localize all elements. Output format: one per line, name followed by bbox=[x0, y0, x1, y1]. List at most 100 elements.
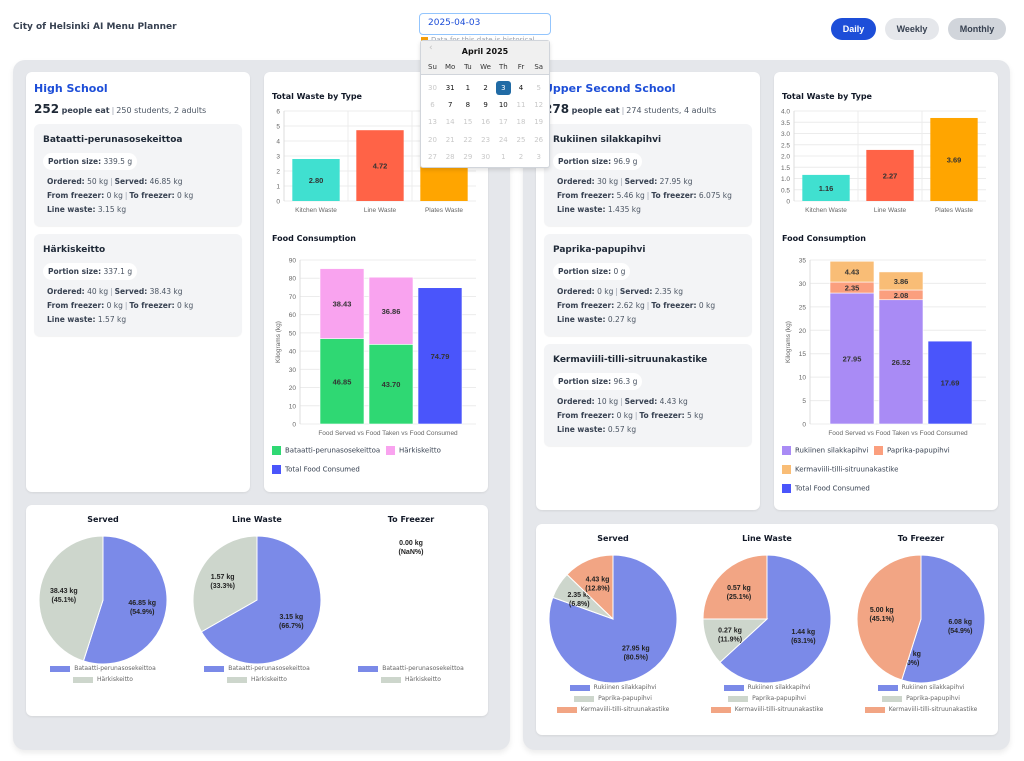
date-picker-day-selected[interactable]: 3 bbox=[495, 81, 511, 95]
separator: | bbox=[634, 411, 638, 420]
bar-value-label: 2.35 bbox=[845, 284, 860, 293]
pie-value-label: 38.43 kg bbox=[50, 588, 78, 595]
pie-value-label: 3.15 kg bbox=[279, 614, 303, 621]
pie-value-label: 1.57 kg bbox=[211, 574, 235, 581]
y-tick-label: 5 bbox=[276, 124, 280, 131]
date-picker-day[interactable]: 2 bbox=[483, 84, 488, 92]
date-picker-day[interactable]: 31 bbox=[445, 84, 455, 92]
portion-size-value: 96.3 g bbox=[613, 377, 638, 386]
legend-item[interactable]: Total Food Consumed bbox=[272, 465, 360, 474]
period-daily-button[interactable]: Daily bbox=[831, 18, 876, 40]
date-picker-day[interactable]: 8 bbox=[465, 101, 471, 110]
date-picker-day[interactable]: 4 bbox=[518, 84, 524, 92]
y-tick-label: 30 bbox=[289, 367, 297, 374]
y-tick-label: 4 bbox=[276, 139, 280, 146]
legend-swatch bbox=[728, 695, 749, 702]
y-tick-label: 10 bbox=[289, 403, 297, 410]
pie-legend-item[interactable]: Paprika-papupihvi bbox=[536, 695, 690, 702]
previous-month-icon[interactable]: ‹ bbox=[429, 43, 433, 53]
chart-title: Total Waste by Type bbox=[272, 92, 362, 101]
people-count-row: 252 people eat | 250 students, 2 adults bbox=[34, 102, 206, 116]
legend-label: Paprika-papupihvi bbox=[752, 695, 806, 702]
pie-legend-item[interactable]: Paprika-papupihvi bbox=[690, 695, 844, 702]
date-picker-day[interactable]: 1 bbox=[465, 84, 471, 92]
pie-chart: 1.44 kg (63.1%) 0.27 kg (11.9%) 0.57 kg (25.1… bbox=[702, 554, 832, 684]
y-tick-label: 80 bbox=[289, 276, 297, 283]
pie-legend-item[interactable]: Härkiskeitto bbox=[26, 676, 180, 683]
school-name: High School bbox=[34, 82, 108, 95]
y-tick-label: 0 bbox=[292, 422, 296, 429]
pie-legend-item[interactable]: Rukiinen silakkapihvi bbox=[690, 684, 844, 691]
legend-item[interactable]: Bataatti-perunasosekeittoa bbox=[272, 446, 380, 455]
date-picker-day[interactable]: 7 bbox=[447, 101, 453, 110]
app-title: City of Helsinki AI Menu Planner bbox=[13, 22, 177, 32]
people-eat-label: people eat bbox=[571, 106, 620, 115]
pie-legend-item[interactable]: Bataatti-perunasosekeittoa bbox=[26, 665, 180, 672]
date-picker-day[interactable]: 10 bbox=[498, 101, 508, 110]
legend-item[interactable]: Paprika-papupihvi bbox=[874, 446, 950, 455]
pie-chart: 3.15 kg (66.7%) 1.57 kg (33.3%) bbox=[192, 535, 322, 665]
pie-legend-item[interactable]: Bataatti-perunasosekeittoa bbox=[334, 665, 488, 672]
dish-name: Kermaviili-tilli-sitruunakastike bbox=[553, 355, 708, 365]
y-tick-label: 0.5 bbox=[781, 187, 790, 194]
dish-stat-row: From freezer: 5.46 kg | To freezer: 6.075 … bbox=[557, 191, 732, 200]
pie-legend-item[interactable]: Kermaviili-tilli-sitruunakastike bbox=[690, 706, 844, 713]
date-input[interactable]: 2025-04-03 bbox=[419, 13, 551, 35]
legend-label: Bataatti-perunasosekeittoa bbox=[74, 665, 156, 672]
pie-chart-title: Served bbox=[87, 515, 119, 524]
pie-legend-item[interactable]: Kermaviili-tilli-sitruunakastike bbox=[844, 706, 998, 713]
from-freezer-label: From freezer: bbox=[47, 191, 105, 200]
date-picker-day: 30 bbox=[481, 152, 491, 161]
pie-legend-item[interactable]: Rukiinen silakkapihvi bbox=[844, 684, 998, 691]
ordered-value: 10 kg bbox=[597, 397, 619, 406]
waste-bar-chart: 0 0.5 1.0 1.5 2.0 2.5 3.0 3.5 4.0 1.16 Kitchen Was… bbox=[781, 109, 986, 214]
pie-legend-item[interactable]: Paprika-papupihvi bbox=[844, 695, 998, 702]
separator: | bbox=[620, 397, 623, 406]
line-waste-value: 1.435 kg bbox=[607, 205, 641, 214]
y-tick-label: 35 bbox=[799, 258, 807, 265]
dish-stat-row: Ordered: 0 kg | Served: 2.35 kg bbox=[557, 287, 683, 296]
pie-percent-label: (54.9%) bbox=[948, 628, 973, 635]
bar-value-label: 43.70 bbox=[382, 380, 401, 389]
date-picker-day: 22 bbox=[463, 135, 473, 144]
date-picker-day[interactable]: 9 bbox=[483, 101, 488, 110]
chart-title: Food Consumption bbox=[272, 234, 356, 243]
pie-legend-item[interactable]: Rukiinen silakkapihvi bbox=[536, 684, 690, 691]
legend-swatch bbox=[723, 684, 744, 691]
pie-chart: 0.00 kg (NaN%) bbox=[399, 540, 424, 556]
pie-legend-item[interactable]: Härkiskeitto bbox=[334, 676, 488, 683]
line-waste-label: Line waste: bbox=[47, 205, 96, 214]
legend-item[interactable]: Härkiskeitto bbox=[386, 446, 441, 455]
pie-value-label: 0.00 kg bbox=[399, 540, 423, 547]
legend-swatch bbox=[882, 695, 903, 702]
y-tick-label: 15 bbox=[799, 351, 807, 358]
portion-size-label: Portion size: bbox=[48, 267, 102, 276]
date-picker-day: 24 bbox=[498, 135, 508, 144]
pie-percent-label: (80.5%) bbox=[624, 654, 649, 661]
charts-card: Total Waste by Type 0 0.5 1.0 1.5 2.0 2.5 3.0 3.… bbox=[774, 72, 998, 510]
legend-item[interactable]: Kermaviili-tilli-sitruunakastike bbox=[782, 465, 898, 474]
pie-slice bbox=[200, 535, 322, 665]
pie-chart-title: Line Waste bbox=[742, 534, 792, 543]
period-weekly-button[interactable]: Weekly bbox=[885, 18, 939, 40]
pie-legend-item[interactable]: Härkiskeitto bbox=[180, 676, 334, 683]
dish-stat-row: Ordered: 10 kg | Served: 4.43 kg bbox=[557, 397, 688, 406]
date-picker-header: ‹ April 2025 Su Mo Tu We Th Fr Sa bbox=[421, 41, 549, 75]
pie-percent-label: (54.9%) bbox=[130, 609, 155, 616]
pie-legend-item[interactable]: Bataatti-perunasosekeittoa bbox=[180, 665, 334, 672]
ordered-value: 40 kg bbox=[87, 287, 109, 296]
date-picker-day: 3 bbox=[536, 152, 541, 161]
chart-title: Food Consumption bbox=[782, 234, 866, 243]
ordered-label: Ordered: bbox=[557, 397, 595, 406]
legend-item[interactable]: Rukiinen silakkapihvi bbox=[782, 446, 868, 455]
period-monthly-button[interactable]: Monthly bbox=[948, 18, 1006, 40]
legend-label: Kermaviili-tilli-sitruunakastike bbox=[580, 706, 670, 713]
legend-item[interactable]: Total Food Consumed bbox=[782, 484, 870, 493]
dish-stat-row: From freezer: 0 kg | To freezer: 5 kg bbox=[557, 411, 703, 420]
pie-legend-item[interactable]: Kermaviili-tilli-sitruunakastike bbox=[536, 706, 690, 713]
pie-value-label: 27.95 kg bbox=[622, 645, 650, 652]
weekday-header: We bbox=[480, 63, 491, 71]
y-tick-label: 0 bbox=[786, 199, 790, 206]
stacked-bar-segment bbox=[368, 344, 414, 425]
from-freezer-value: 0 kg bbox=[106, 191, 123, 200]
